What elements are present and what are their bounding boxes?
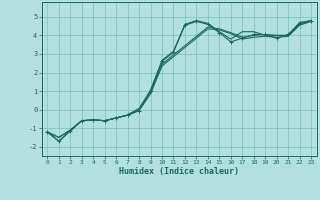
X-axis label: Humidex (Indice chaleur): Humidex (Indice chaleur) <box>119 167 239 176</box>
